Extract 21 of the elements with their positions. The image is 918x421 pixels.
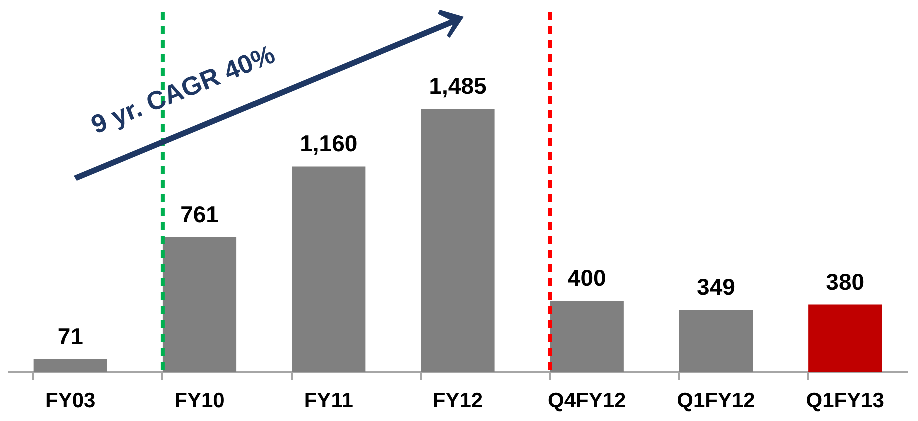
bar — [292, 166, 366, 372]
bar — [34, 359, 108, 372]
data-label: 71 — [58, 323, 84, 350]
x-tick-label: FY03 — [46, 390, 96, 412]
x-tick-label: FY10 — [174, 390, 225, 412]
data-label: 400 — [568, 265, 606, 292]
x-tick-label: Q1FY12 — [677, 390, 756, 412]
annotation: 9 yr. CAGR 40% — [87, 39, 280, 140]
data-label: 349 — [697, 274, 736, 300]
data-label: 380 — [826, 268, 865, 295]
bar — [550, 301, 624, 372]
bar — [679, 310, 754, 372]
x-tick-label: Q4FY12 — [548, 390, 626, 412]
data-label: 761 — [180, 201, 220, 228]
data-label: 1,485 — [429, 73, 487, 100]
data-label: 1,160 — [300, 130, 358, 157]
x-tick-label: Q1FY13 — [806, 390, 884, 412]
x-tick-label: FY11 — [304, 390, 354, 412]
bar — [808, 304, 882, 372]
bar — [421, 109, 495, 372]
x-tick-label: FY12 — [432, 390, 484, 412]
